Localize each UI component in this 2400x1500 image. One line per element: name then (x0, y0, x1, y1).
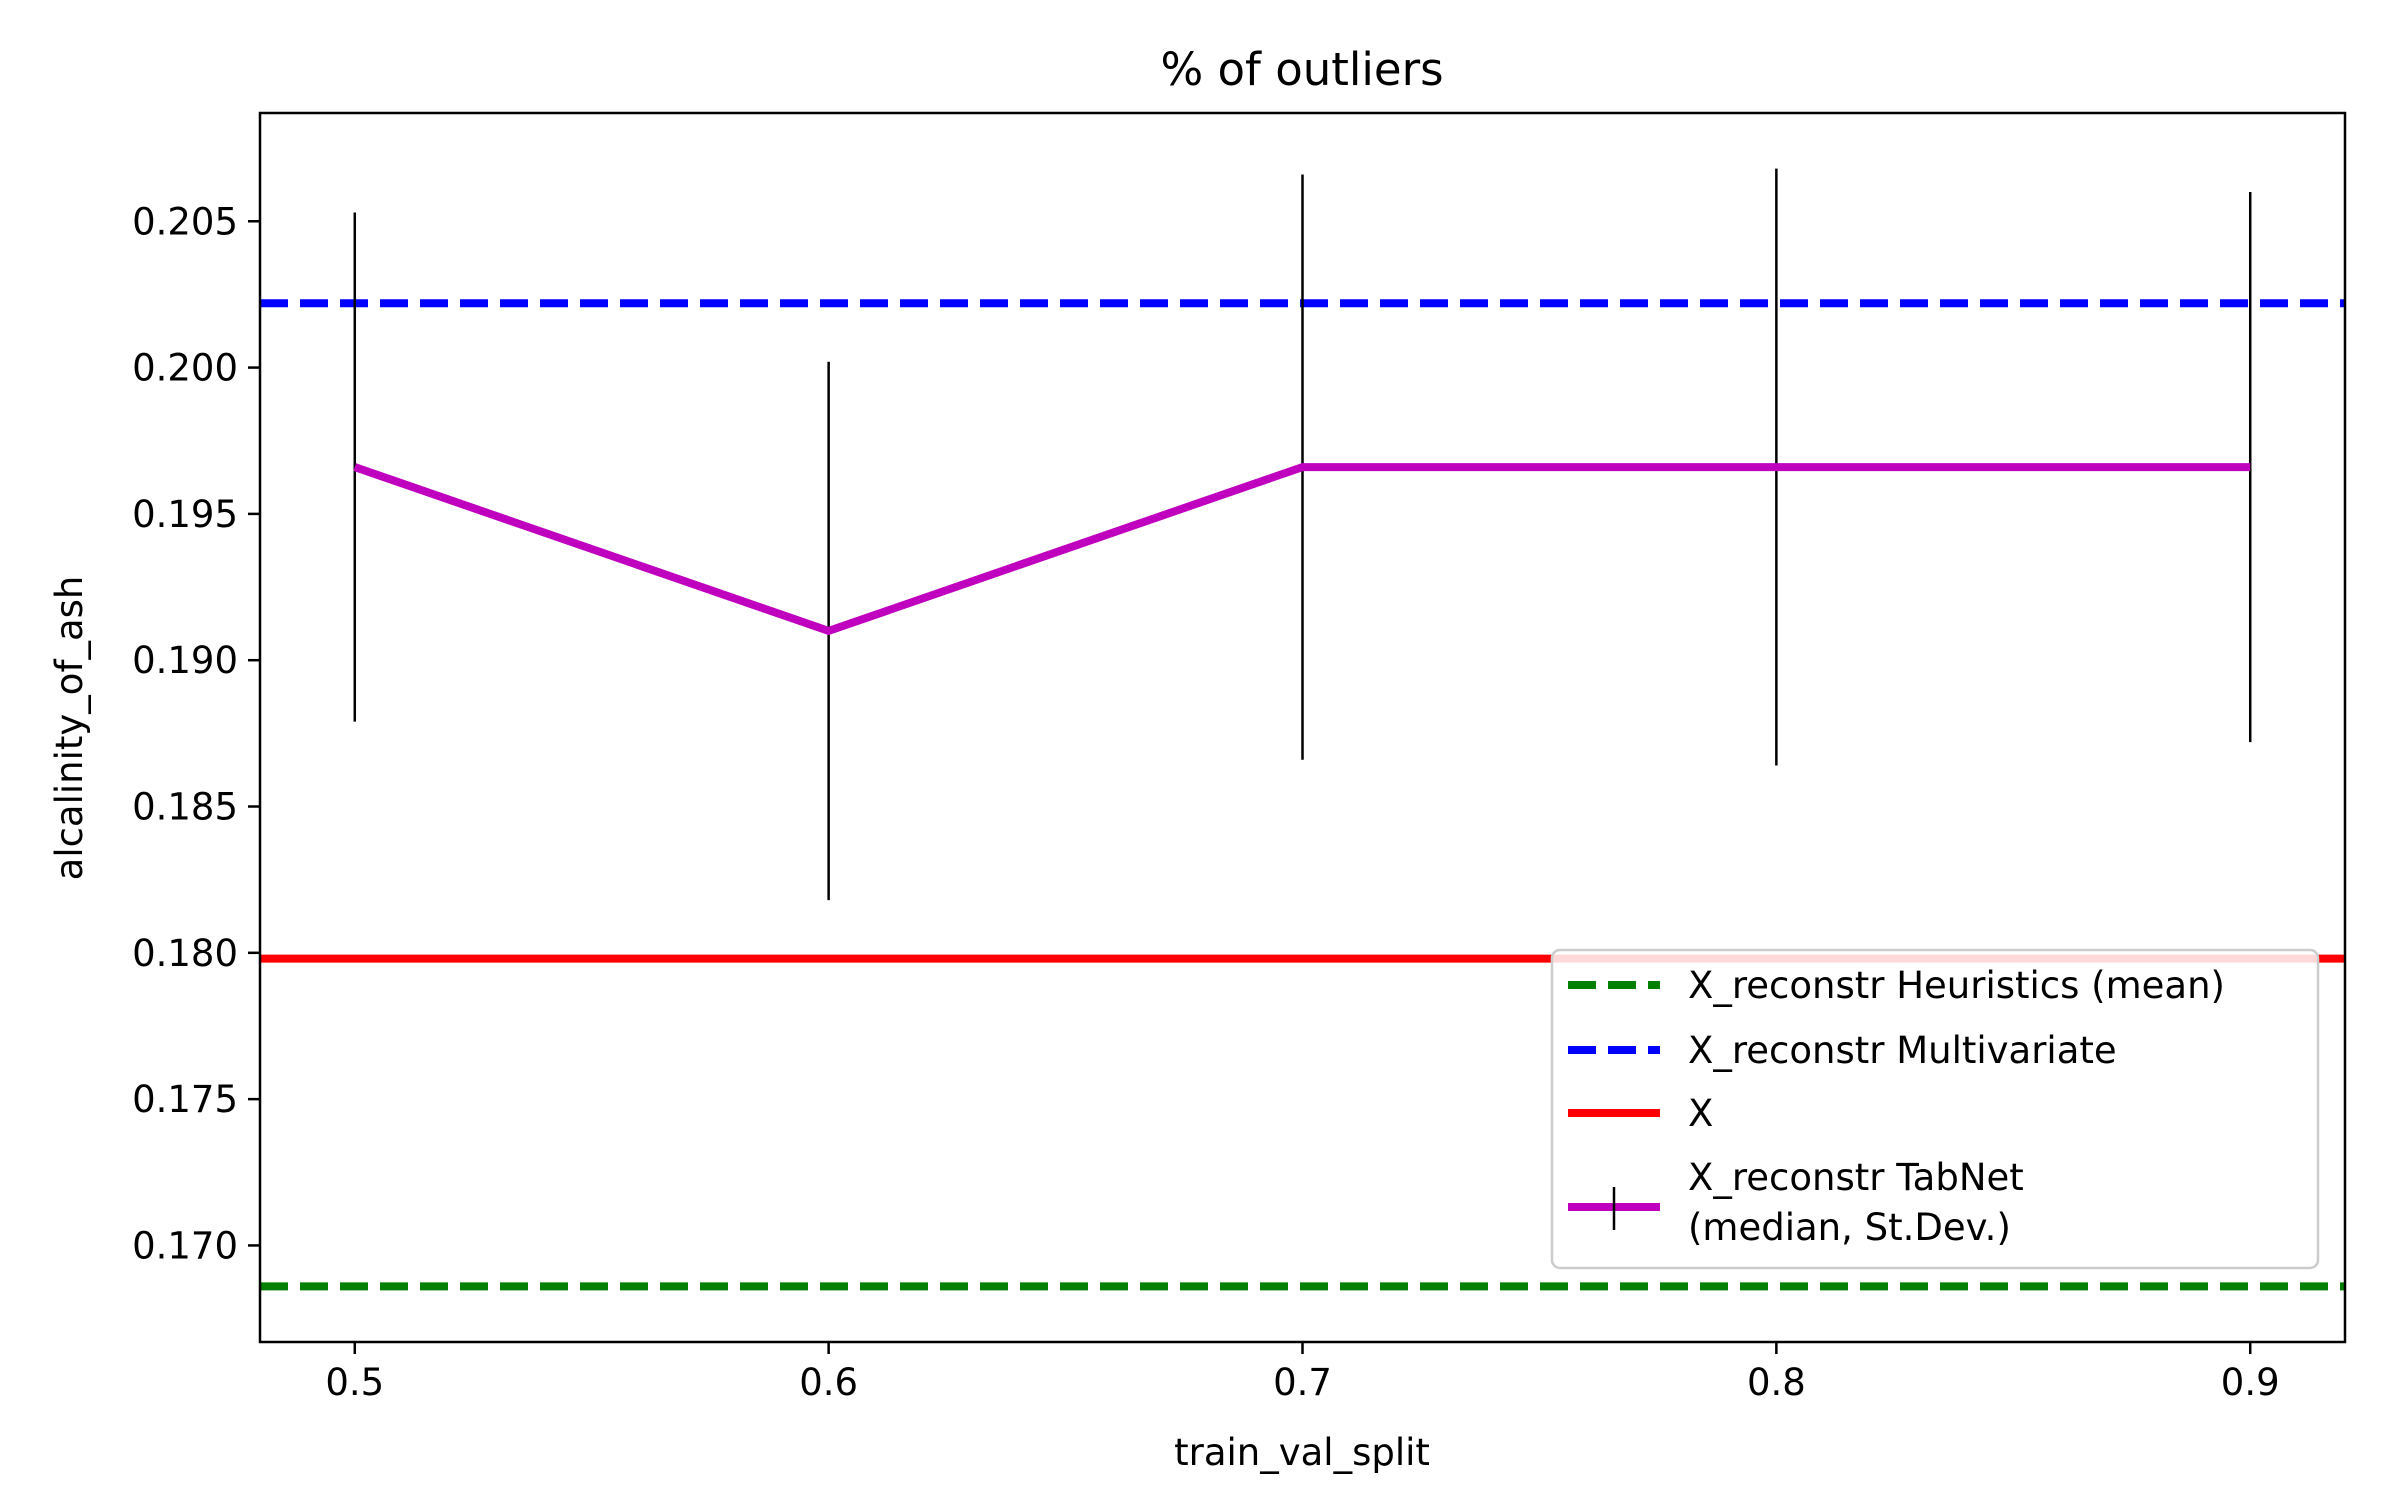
chart-title: % of outliers (1160, 43, 1443, 96)
y-tick-label: 0.180 (132, 932, 238, 975)
x-tick-label: 0.6 (799, 1361, 858, 1404)
y-tick-label: 0.205 (132, 200, 238, 243)
legend-label-tabnet-line1: X_reconstr TabNet (1688, 1156, 2024, 1199)
legend-box (1550, 948, 2320, 1270)
legend-label-tabnet-line2: (median, St.Dev.) (1688, 1206, 2011, 1249)
y-tick-label: 0.190 (132, 639, 238, 682)
x-tick-label: 0.7 (1273, 1361, 1332, 1404)
y-tick-label: 0.195 (132, 493, 238, 536)
y-tick-label: 0.175 (132, 1078, 238, 1121)
y-axis: 0.170 0.175 0.180 0.185 0.190 0.195 0.200 0.205 (132, 200, 260, 1267)
y-axis-label: alcalinity_of_ash (48, 576, 91, 881)
legend-label-heuristics: X_reconstr Heuristics (mean) (1688, 964, 2225, 1007)
x-axis-label: train_val_split (1174, 1431, 1430, 1474)
y-tick-label: 0.185 (132, 786, 238, 829)
legend-label-x: X (1688, 1092, 1713, 1135)
x-tick-label: 0.5 (325, 1361, 384, 1404)
x-tick-label: 0.9 (2221, 1361, 2280, 1404)
series-line-tabnet (353, 463, 2251, 636)
y-tick-label: 0.200 (132, 347, 238, 390)
legend: X_reconstr Heuristics (mean) X_reconstr … (1550, 948, 2320, 1270)
legend-label-multivariate: X_reconstr Multivariate (1688, 1029, 2117, 1072)
plot-area (260, 168, 2345, 1291)
x-tick-label: 0.8 (1747, 1361, 1806, 1404)
x-axis: 0.5 0.6 0.7 0.8 0.9 (325, 1342, 2280, 1404)
y-tick-label: 0.170 (132, 1224, 238, 1267)
